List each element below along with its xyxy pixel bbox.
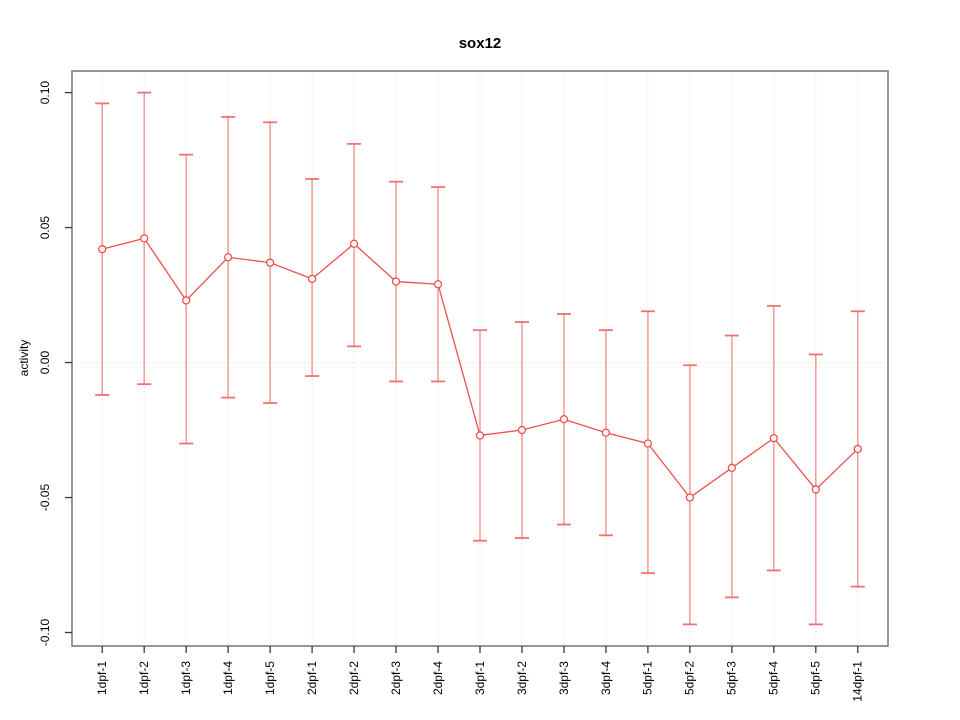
data-point — [811, 485, 820, 494]
data-point — [601, 428, 611, 437]
x-tick-label: 1dpf-2 — [137, 661, 151, 695]
x-tick-label: 1dpf-4 — [221, 661, 235, 695]
x-tick-label: 5dpf-5 — [809, 661, 823, 695]
data-point — [98, 245, 107, 254]
x-tick-label: 3dpf-1 — [473, 661, 487, 695]
x-tick-label: 2dpf-1 — [305, 661, 319, 695]
x-tick-label: 1dpf-1 — [95, 661, 109, 695]
data-point — [182, 296, 191, 305]
y-tick-label: 0.05 — [38, 216, 52, 240]
data-point — [517, 425, 527, 435]
x-tick-label: 5dpf-3 — [725, 661, 739, 695]
data-point — [349, 239, 359, 248]
data-point — [433, 280, 443, 289]
y-tick-label: 0.00 — [38, 351, 52, 375]
chart-title: sox12 — [459, 35, 502, 52]
data-point — [727, 463, 737, 472]
x-tick-label: 5dpf-1 — [641, 661, 655, 695]
x-tick-label: 1dpf-5 — [263, 661, 277, 695]
x-tick-label: 2dpf-2 — [347, 661, 361, 695]
x-tick-label: 2dpf-4 — [431, 661, 445, 695]
x-tick-label: 5dpf-2 — [683, 661, 697, 695]
data-point — [223, 253, 233, 262]
x-tick-label: 5dpf-4 — [767, 661, 781, 695]
data-point — [307, 274, 317, 284]
data-point — [475, 431, 485, 440]
data-point — [559, 415, 569, 424]
x-tick-label: 3dpf-4 — [599, 661, 613, 695]
x-tick-label: 14dpf-1 — [851, 661, 865, 702]
plot-area: 0.10 0.05 0.00 -0.05 -0.10 1dpf-1 1dpf-2 1dpf-3… — [38, 70, 889, 702]
y-axis-label: activity — [17, 340, 31, 377]
y-tick-label: 0.10 — [38, 81, 52, 105]
data-point — [685, 493, 695, 502]
x-tick-label: 3dpf-2 — [515, 661, 529, 695]
data-point — [643, 439, 653, 448]
x-tick-label: 1dpf-3 — [179, 661, 193, 695]
y-tick-label: -0.05 — [38, 484, 52, 512]
data-point — [265, 258, 275, 267]
x-tick-label: 3dpf-3 — [557, 661, 571, 695]
data-point — [853, 444, 862, 454]
data-point — [140, 234, 149, 243]
x-tick-label: 2dpf-3 — [389, 661, 403, 695]
data-point — [769, 433, 778, 443]
y-tick-label: -0.10 — [38, 619, 52, 647]
data-point — [391, 277, 401, 286]
